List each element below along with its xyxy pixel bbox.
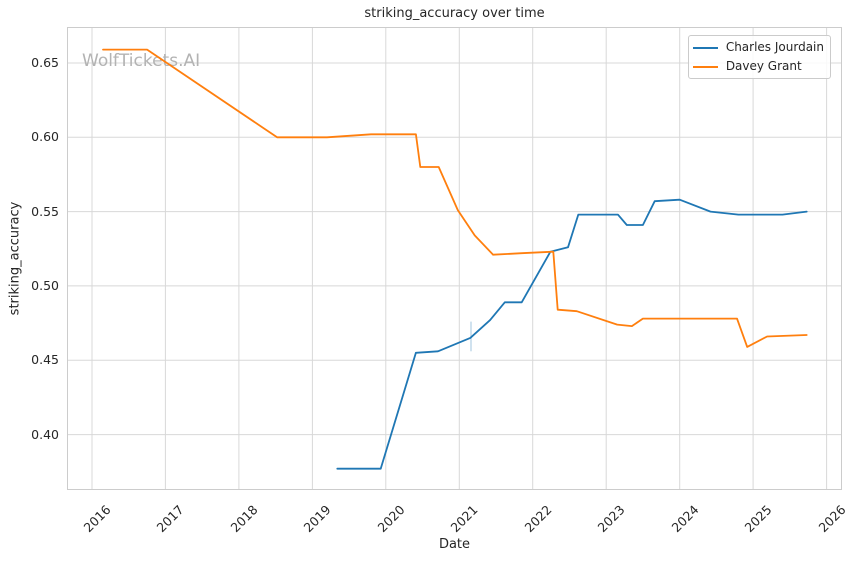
y-tick-label: 0.65: [31, 54, 59, 70]
x-tick-label: 2024: [668, 502, 702, 536]
x-tick-label: 2019: [300, 502, 334, 536]
y-axis-label-box: striking_accuracy: [2, 27, 28, 490]
plot-area: WolfTickets.AI: [67, 27, 842, 490]
grid-layer: [67, 27, 842, 490]
y-tick-label: 0.45: [31, 352, 59, 368]
plot-border: [67, 27, 842, 490]
legend-label: Davey Grant: [725, 59, 802, 73]
x-tick-label: 2020: [374, 502, 408, 536]
y-tick-label: 0.50: [31, 277, 59, 293]
x-tick-label: 2023: [594, 502, 628, 536]
legend-entry: Charles Jourdain: [692, 40, 826, 55]
y-tick-label: 0.40: [31, 426, 59, 442]
y-axis-label: striking_accuracy: [7, 201, 23, 316]
x-axis-label: Date: [438, 537, 471, 552]
legend-line-swatch: [692, 65, 718, 68]
chart-title: striking_accuracy over time: [364, 6, 545, 21]
legend-line-swatch: [692, 46, 718, 49]
series-line-davey-grant: [102, 48, 808, 348]
legend: Charles Jourdain Davey Grant: [687, 35, 831, 79]
x-tick-label: 2016: [80, 502, 114, 536]
x-tick-label: 2017: [153, 502, 188, 536]
legend-label: Charles Jourdain: [725, 40, 824, 54]
watermark: WolfTickets.AI: [82, 51, 200, 71]
y-tick-label: 0.55: [31, 203, 59, 219]
y-tick-label: 0.60: [31, 129, 59, 145]
x-tick-label: 2018: [227, 502, 261, 536]
series-line-charles-jourdain: [336, 198, 808, 470]
x-tick-label: 2022: [521, 502, 555, 536]
series-layer: [102, 48, 808, 470]
x-tick-label: 2026: [815, 502, 849, 536]
x-tick-label: 2025: [741, 502, 775, 536]
legend-entry: Davey Grant: [692, 59, 826, 74]
x-tick-label: 2021: [447, 502, 481, 536]
